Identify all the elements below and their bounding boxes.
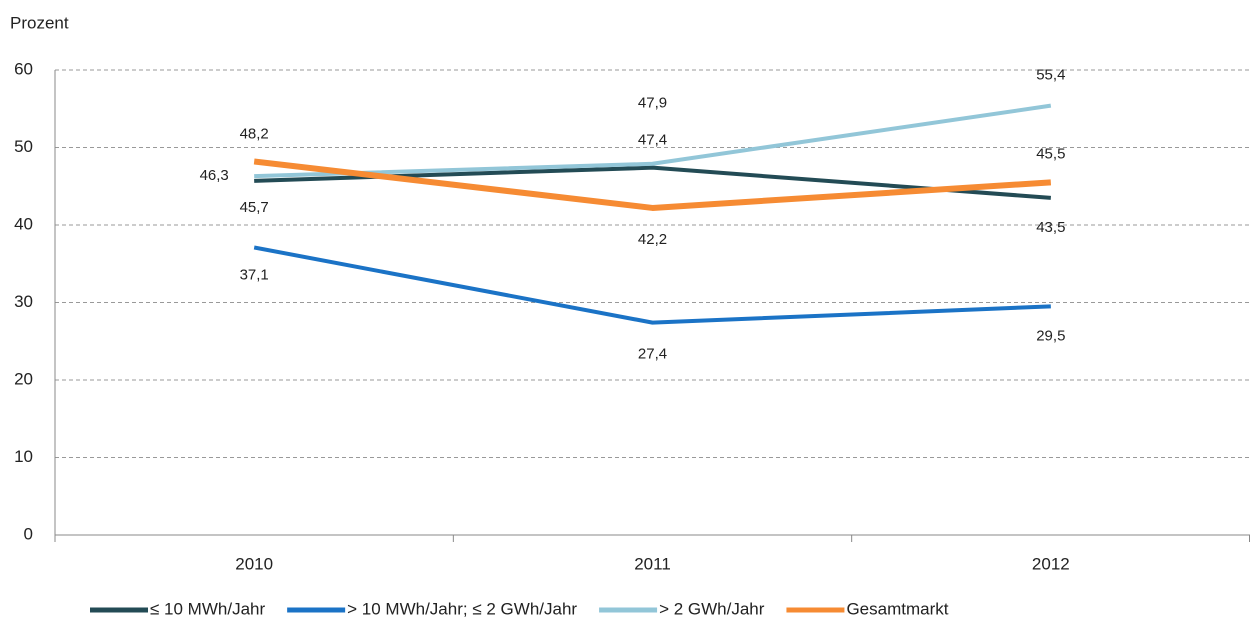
y-axis-label: Prozent [10,13,69,32]
y-tick-label: 30 [14,292,33,311]
value-label: 29,5 [1036,327,1065,344]
y-tick-label: 50 [14,137,33,156]
value-label: 42,2 [638,231,667,248]
legend-label: > 2 GWh/Jahr [659,599,765,618]
x-tick-label: 2012 [1032,554,1070,573]
value-label: 48,2 [240,125,269,142]
value-label: 45,5 [1036,145,1065,162]
series-line [254,103,1052,179]
y-tick-label: 0 [24,524,33,543]
y-tick-label: 10 [14,447,33,466]
x-tick-label: 2010 [235,554,273,573]
y-tick-label: 20 [14,369,33,388]
value-label: 37,1 [240,266,269,283]
value-label: 43,5 [1036,219,1065,236]
legend-label: ≤ 10 MWh/Jahr [150,599,265,618]
legend-label: > 10 MWh/Jahr; ≤ 2 GWh/Jahr [347,599,577,618]
value-label: 47,4 [638,132,667,149]
value-label: 27,4 [638,346,667,363]
series-line [253,158,1052,211]
legend-label: Gesamtmarkt [846,599,948,618]
value-label: 47,9 [638,95,667,112]
value-label: 45,7 [240,199,269,216]
y-tick-label: 40 [14,214,33,233]
series-line [253,245,1051,325]
y-tick-label: 60 [14,59,33,78]
x-tick-label: 2011 [634,554,671,573]
value-label: 46,3 [200,167,229,184]
value-label: 55,4 [1036,67,1065,84]
